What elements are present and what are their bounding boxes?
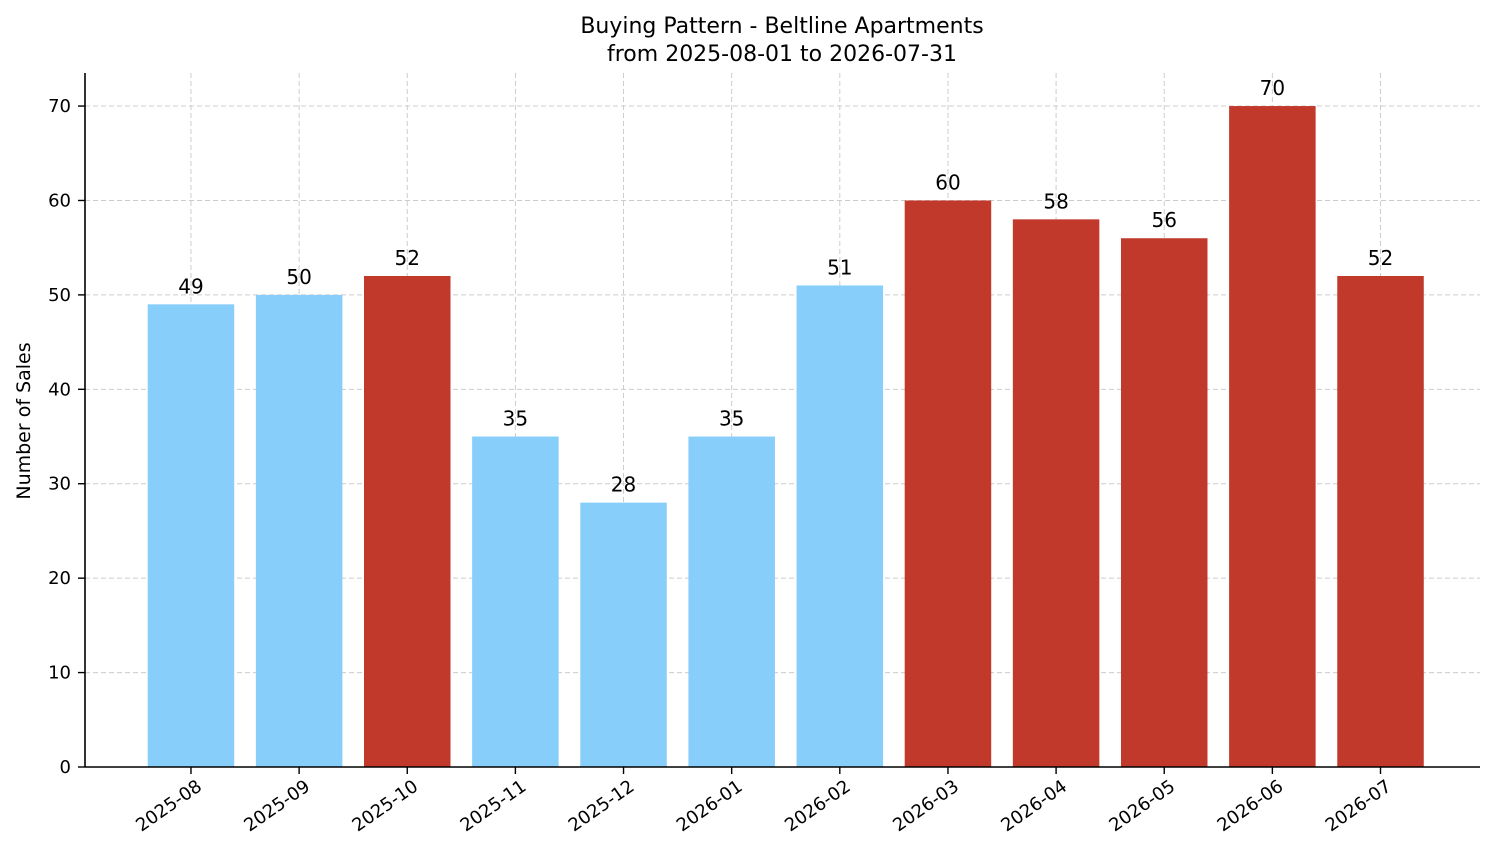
bar-2025-08 bbox=[147, 304, 235, 767]
data-label-2025-12: 28 bbox=[611, 473, 636, 497]
bar-2026-06 bbox=[1229, 106, 1316, 768]
data-label-2025-11: 35 bbox=[503, 407, 528, 431]
axes-layer bbox=[84, 73, 1480, 768]
data-label-2026-04: 58 bbox=[1043, 189, 1068, 213]
x-tick-label-2025-10: 2025-10 bbox=[348, 776, 422, 836]
x-tick-label-2025-11: 2025-11 bbox=[457, 776, 531, 836]
y-tick-label: 10 bbox=[48, 663, 71, 684]
x-tick-label-2025-08: 2025-08 bbox=[132, 776, 206, 836]
x-tick-label-2026-03: 2026-03 bbox=[889, 776, 963, 836]
data-label-2026-02: 51 bbox=[827, 255, 852, 279]
chart-title-line2: from 2025-08-01 to 2026-07-31 bbox=[607, 42, 957, 67]
y-tick-label: 60 bbox=[48, 190, 71, 211]
y-tick-label: 40 bbox=[48, 379, 71, 400]
bar-2026-01 bbox=[688, 436, 775, 767]
x-tick-label-2026-04: 2026-04 bbox=[997, 776, 1071, 836]
bars-layer bbox=[147, 106, 1424, 768]
bar-2025-10 bbox=[364, 276, 451, 767]
data-label-2025-08: 49 bbox=[178, 274, 203, 298]
data-label-2026-06: 70 bbox=[1260, 76, 1285, 100]
bar-2026-02 bbox=[796, 285, 884, 767]
y-tick-label: 70 bbox=[48, 96, 71, 117]
x-tick-label-2026-01: 2026-01 bbox=[673, 776, 747, 836]
x-tick-label-2026-05: 2026-05 bbox=[1105, 776, 1179, 836]
data-label-2025-10: 52 bbox=[395, 246, 420, 270]
x-tick-label-2026-07: 2026-07 bbox=[1322, 776, 1396, 836]
y-tick-label: 50 bbox=[48, 285, 71, 306]
x-tick-label-2025-09: 2025-09 bbox=[240, 776, 314, 836]
x-tick-label-2026-06: 2026-06 bbox=[1214, 776, 1288, 836]
bar-2025-09 bbox=[255, 294, 343, 767]
bar-2026-05 bbox=[1120, 238, 1208, 767]
data-labels-layer: 49 50 52 35 28 35 51 60 58 56 70 52 bbox=[178, 76, 1393, 497]
x-tick-label-2025-12: 2025-12 bbox=[565, 776, 639, 836]
y-axis-label: Number of Sales bbox=[13, 342, 35, 499]
data-label-2026-05: 56 bbox=[1152, 208, 1177, 232]
data-label-2025-09: 50 bbox=[286, 265, 311, 289]
y-tick-label: 20 bbox=[48, 568, 71, 589]
bar-2026-03 bbox=[904, 200, 992, 768]
bar-2025-12 bbox=[580, 502, 667, 767]
y-tick-label: 0 bbox=[60, 757, 71, 778]
chart-title-line1: Buying Pattern - Beltline Apartments bbox=[580, 14, 983, 39]
y-tick-label: 30 bbox=[48, 474, 71, 495]
bar-2025-11 bbox=[472, 436, 559, 767]
data-label-2026-01: 35 bbox=[719, 407, 744, 431]
data-label-2026-03: 60 bbox=[935, 170, 960, 194]
data-label-2026-07: 52 bbox=[1368, 246, 1393, 270]
bar-2026-04 bbox=[1012, 219, 1100, 767]
bar-2026-07 bbox=[1337, 276, 1424, 767]
x-tick-label-2026-02: 2026-02 bbox=[781, 776, 855, 836]
